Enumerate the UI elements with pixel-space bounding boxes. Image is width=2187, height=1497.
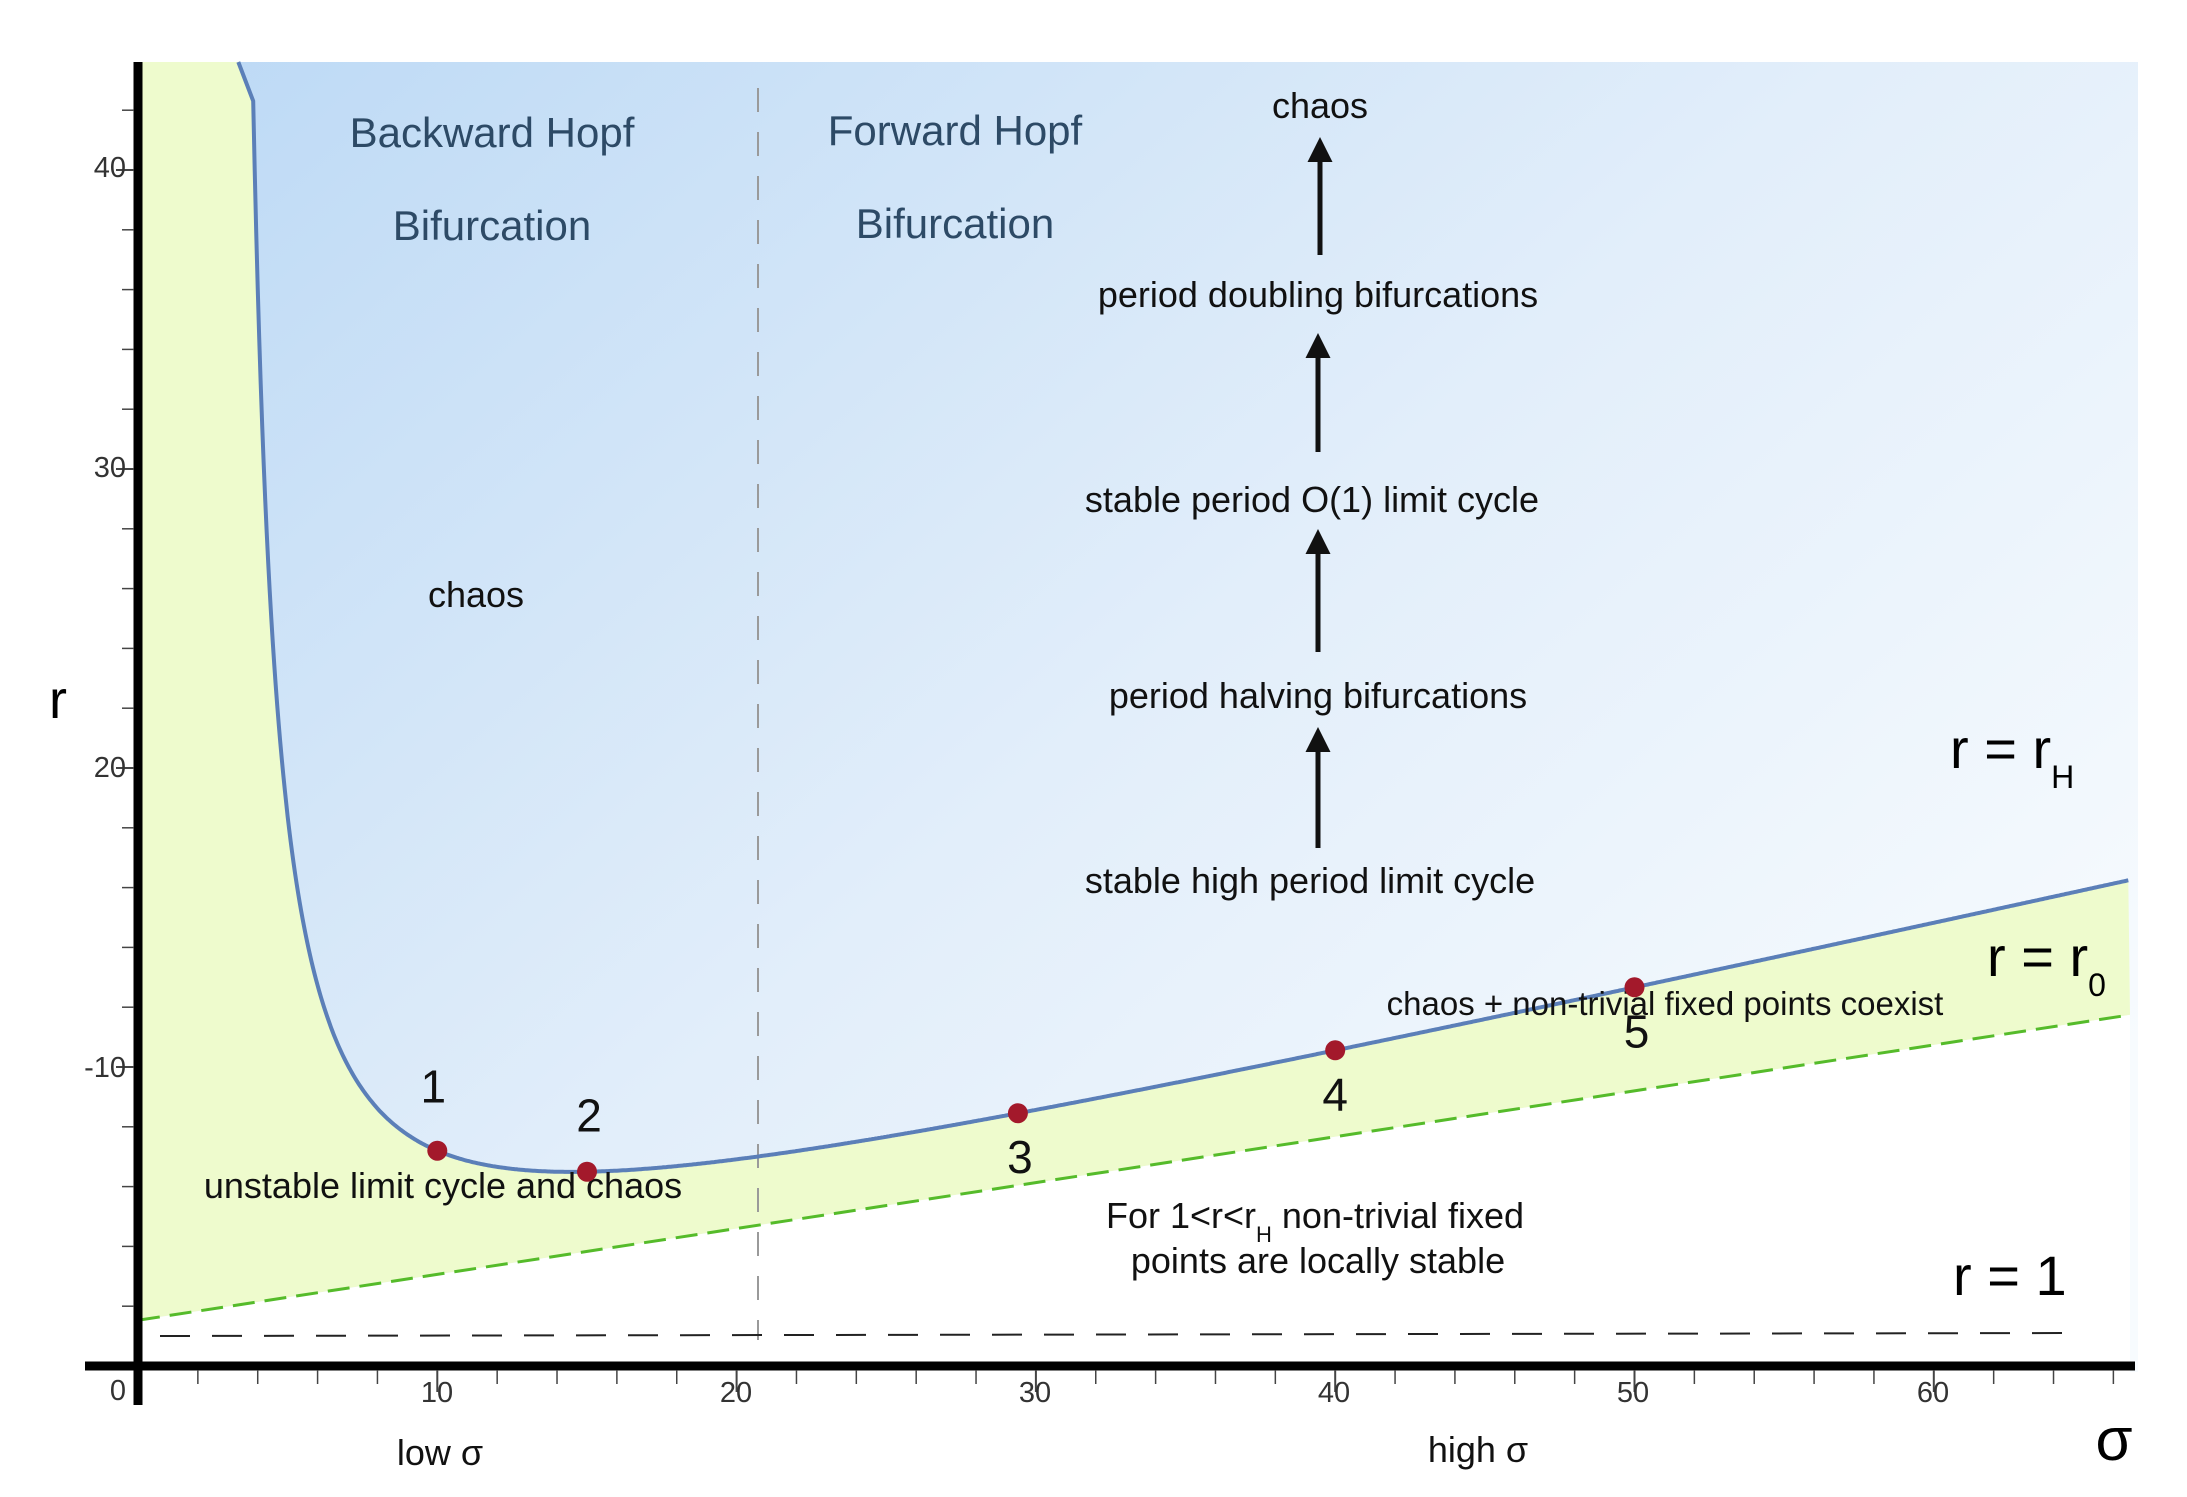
r0-line — [137, 1013, 2131, 1322]
r0-curve-label: r = r0 — [1987, 925, 2106, 1003]
point-5-label: 5 — [1624, 1005, 1650, 1057]
point-1-label: 1 — [421, 1061, 447, 1113]
coexist-region-label: chaos + non-trivial fixed points coexist — [1387, 985, 1944, 1022]
y-axis-title: r — [49, 670, 67, 730]
x-tick-label: 0 — [110, 1375, 126, 1407]
r1-curve-label: r = 1 — [1953, 1244, 2067, 1307]
x-axis-title: σ — [2095, 1406, 2132, 1473]
y-tick-label: -10 — [84, 1052, 126, 1084]
sequence-period-doubling-label: period doubling bifurcations — [1098, 274, 1538, 315]
forward-hopf-title: Forward Hopf — [828, 107, 1083, 154]
y-tick-marks — [116, 109, 134, 1307]
hopf-curve — [236, 61, 2129, 1174]
point-2-marker — [577, 1161, 597, 1182]
point-4-marker — [1325, 1040, 1346, 1061]
sequence-period-halving-label: period halving bifurcations — [1109, 675, 1527, 716]
point-3-label: 3 — [1007, 1131, 1033, 1183]
points-layer: 1 2 3 4 5 — [421, 977, 1650, 1183]
stable-text-sub: H — [1256, 1222, 1272, 1247]
high-sigma-label: high σ — [1428, 1429, 1528, 1470]
stable-text-a: For 1<r<r — [1106, 1195, 1256, 1236]
backward-hopf-title: Backward Hopf — [350, 109, 635, 156]
sequence-high-period-label: stable high period limit cycle — [1085, 860, 1535, 901]
y-tick-label: 40 — [94, 152, 126, 184]
chaos-left-label: chaos — [428, 574, 524, 615]
point-2-label: 2 — [576, 1090, 602, 1142]
r0-sub: 0 — [2088, 967, 2106, 1003]
low-sigma-label: low σ — [397, 1432, 483, 1473]
stable-region — [138, 1014, 2130, 1372]
x-tick-label: 10 — [421, 1377, 453, 1409]
x-tick-label: 20 — [720, 1377, 752, 1409]
forward-hopf-title-line2: Bifurcation — [856, 200, 1054, 247]
rH-curve-label: r = rH — [1950, 717, 2074, 795]
point-4-label: 4 — [1322, 1068, 1348, 1120]
stable-text-b: non-trivial fixed — [1272, 1195, 1524, 1236]
point-3-marker — [1007, 1103, 1028, 1124]
stable-region-label-line2: points are locally stable — [1131, 1240, 1505, 1281]
unstable-region-label: unstable limit cycle and chaos — [204, 1165, 682, 1206]
x-tick-marks — [197, 1370, 2115, 1392]
backward-hopf-title-line2: Bifurcation — [393, 202, 591, 249]
r0-main: r = r — [1987, 925, 2088, 988]
x-tick-label: 40 — [1318, 1377, 1350, 1409]
coexistence-region — [138, 62, 2130, 1321]
point-1-marker — [427, 1140, 448, 1161]
y-tick-label: 30 — [94, 452, 126, 484]
stable-region-label-line1: For 1<r<rH non-trivial fixed — [1106, 1195, 1524, 1247]
x-tick-label: 50 — [1617, 1377, 1649, 1409]
sequence-chaos-label: chaos — [1272, 85, 1368, 126]
rH-sub: H — [2051, 759, 2074, 795]
sequence-stable-period-label: stable period O(1) limit cycle — [1085, 479, 1539, 520]
point-5-marker — [1624, 977, 1645, 998]
y-tick-label: 20 — [94, 752, 126, 784]
x-tick-label: 60 — [1917, 1377, 1949, 1409]
rH-main: r = r — [1950, 717, 2051, 780]
r1-line — [159, 1332, 2081, 1337]
x-tick-label: 30 — [1019, 1377, 1051, 1409]
